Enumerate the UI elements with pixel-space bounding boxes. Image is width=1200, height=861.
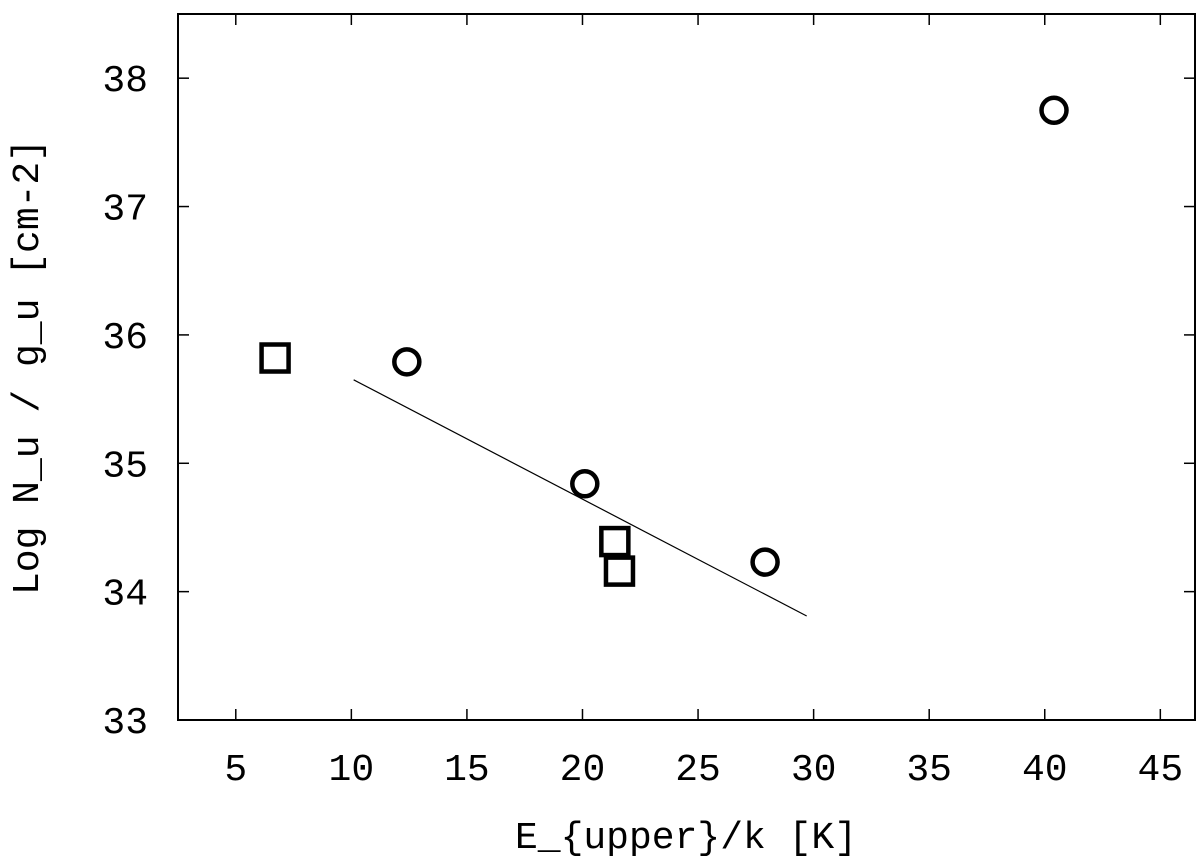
x-tick-label: 10 — [329, 749, 375, 792]
x-axis-label: E_{upper}/k [K] — [515, 817, 857, 860]
y-tick-label: 34 — [102, 574, 148, 617]
square-point — [599, 525, 631, 558]
x-tick-label: 20 — [560, 749, 606, 792]
circle-point — [750, 547, 780, 577]
y-tick-labels: 33 34 35 36 37 38 — [102, 60, 148, 745]
x-tick-labels: 5 10 15 20 25 30 35 40 45 — [224, 749, 1183, 792]
x-tick-label: 15 — [444, 749, 490, 792]
y-tick-label: 37 — [102, 189, 148, 232]
x-tick-label: 30 — [791, 749, 837, 792]
y-tick-label: 35 — [102, 445, 148, 488]
plot-frame — [177, 13, 1196, 721]
y-tick-label: 38 — [102, 60, 148, 103]
circle-point — [392, 347, 422, 377]
x-tick-label: 40 — [1022, 749, 1068, 792]
x-tick-label: 45 — [1138, 749, 1184, 792]
x-tick-label: 35 — [906, 749, 952, 792]
y-tick-label: 36 — [102, 317, 148, 360]
fit-line — [353, 379, 807, 617]
y-tick-label: 33 — [102, 702, 148, 745]
circle-point — [1039, 95, 1069, 126]
axis-ticks — [178, 14, 1195, 721]
square-point — [259, 342, 291, 374]
square-point — [603, 555, 636, 587]
data-points — [259, 95, 1069, 587]
x-tick-label: 25 — [675, 749, 721, 792]
circle-point — [570, 469, 600, 499]
y-axis-label: Log N_u / g_u [cm-2] — [7, 139, 50, 595]
x-tick-label: 5 — [224, 749, 247, 792]
fit-line-group — [353, 379, 807, 617]
